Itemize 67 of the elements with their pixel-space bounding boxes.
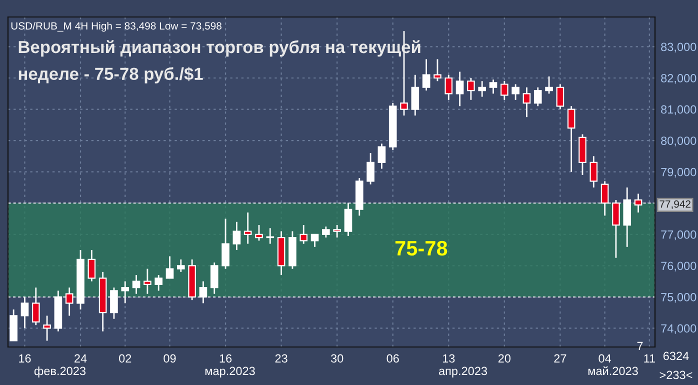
annotation: 7 (637, 342, 643, 350)
candlestick (177, 258, 185, 273)
candlestick (478, 80, 486, 98)
candlestick (556, 84, 564, 110)
text: 6324 (663, 352, 689, 360)
candlestick (244, 212, 252, 244)
x-tick-label: 30 (330, 354, 344, 363)
x-tick-label: 09 (164, 354, 176, 363)
candlestick (534, 86, 542, 107)
x-tick-label: 24 (74, 354, 87, 362)
x-tick-label: 13 (442, 354, 455, 363)
candlestick (590, 156, 598, 188)
y-tick-label: 77,000 (661, 230, 696, 240)
x-tick-label: 27 (554, 354, 566, 362)
candlestick (210, 262, 218, 295)
x-tick-label: 20 (498, 354, 511, 363)
candlestick (567, 105, 576, 173)
candlestick (467, 77, 475, 101)
text: фев.2023 (34, 366, 86, 378)
annotation: 77,942 (660, 200, 691, 209)
x-tick-label: 23 (275, 354, 288, 363)
text: апр.2023 (438, 366, 488, 378)
y-tick-label: 81,000 (661, 105, 696, 116)
candlestick (434, 58, 442, 82)
candlestick (222, 218, 230, 270)
y-tick-label: 80,000 (661, 136, 696, 146)
y-tick-label: 83,000 (661, 42, 696, 53)
x-tick-label: 11 (644, 354, 655, 362)
candlestick (545, 76, 553, 94)
candlestick (333, 224, 341, 238)
candlestick (266, 227, 274, 244)
candlestick (489, 78, 498, 94)
candlestick (411, 74, 420, 116)
candlestick (232, 221, 241, 251)
candlestick (500, 80, 508, 101)
y-tick-label: 75,000 (661, 292, 696, 303)
candlestick (255, 224, 263, 242)
text: май.2023 (588, 366, 638, 376)
candlestick (456, 71, 464, 107)
candlestick (144, 268, 152, 295)
text: мар.2023 (205, 366, 255, 378)
x-tick-label: 04 (598, 354, 612, 363)
candlestick (522, 86, 531, 118)
candlestick (444, 74, 453, 101)
y-tick-label: 82,000 (661, 74, 696, 84)
candlestick (43, 315, 51, 342)
y-tick-label: 74,000 (661, 324, 696, 334)
y-tick-label: 79,000 (661, 168, 696, 178)
candlestick (154, 274, 162, 292)
y-tick-label: 76,000 (661, 262, 696, 272)
candlestick (88, 249, 96, 282)
chart-subtitle: USD/RUB_M 4H High = 83,498 Low = 73,598 (11, 22, 222, 32)
candlestick (422, 58, 430, 92)
candlestick (166, 256, 174, 279)
candlestick (512, 84, 520, 101)
x-tick-label: 06 (386, 354, 399, 363)
x-tick-label: 16 (19, 354, 31, 363)
band-label: 75-78 (395, 240, 448, 256)
candlestick (366, 152, 374, 186)
text: >233< (660, 370, 692, 380)
candlestick (322, 226, 330, 238)
candlestick (132, 274, 140, 295)
x-tick-label: 02 (119, 354, 132, 363)
candlestick (378, 142, 386, 170)
candlestick (310, 234, 319, 248)
candlestick (300, 224, 308, 244)
x-tick-label: 16 (220, 354, 232, 363)
